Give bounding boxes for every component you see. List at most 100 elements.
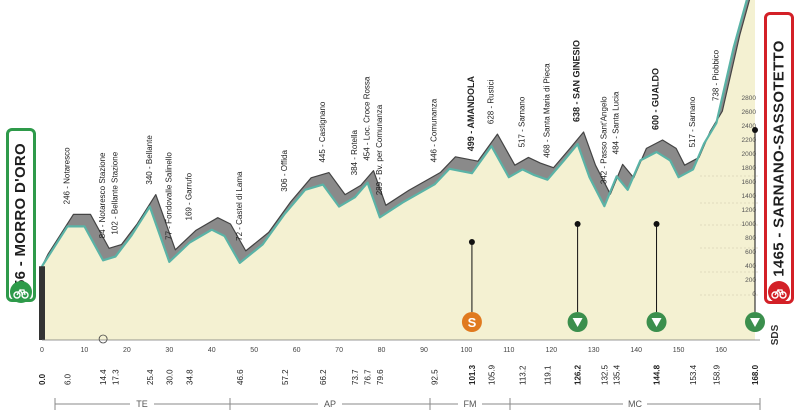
- start-label: 56 - MORRO D'ORO: [12, 142, 30, 288]
- sprint-s-letter: S: [468, 315, 477, 330]
- km-tick-label: 40: [208, 347, 216, 354]
- km-tick-label: 100: [461, 347, 473, 354]
- elevation-tick-label: 200: [745, 277, 756, 284]
- elevation-grid: [700, 175, 758, 296]
- place-label: 246 - Notaresco: [62, 147, 71, 204]
- place-label: 484 - Santa Lucia: [612, 91, 621, 154]
- elevation-tick-label: 1200: [742, 207, 757, 214]
- km-tick-label: 20: [123, 347, 131, 354]
- distance-label: 6.0: [63, 373, 72, 385]
- region-label: TE: [136, 399, 148, 409]
- elevation-tick-label: 600: [745, 249, 756, 256]
- distance-label: 132.5: [600, 364, 609, 385]
- place-labels: 246 - Notaresco 84 - Notaresco Stazione 10…: [62, 40, 720, 241]
- region-label-bg: [318, 397, 342, 409]
- distance-label: 144.8: [653, 364, 662, 385]
- elevation-tick-label: 1400: [742, 193, 757, 200]
- place-label: 517 - Sarnano: [517, 96, 526, 147]
- elevation-tick-label: 2000: [742, 151, 757, 158]
- distance-label: 30.0: [165, 369, 174, 385]
- distance-label: 17.3: [111, 369, 120, 385]
- place-label: 638 - SAN GINESIO: [572, 40, 582, 122]
- finish-label: 1465 - SARNANO-SASSOTETTO: [770, 39, 788, 277]
- place-label: 84 - Notaresco Stazione: [98, 152, 107, 238]
- distance-label: 76.7: [364, 369, 373, 385]
- km-tick-label: 120: [545, 347, 557, 354]
- region-label: FM: [464, 399, 477, 409]
- distance-label: 135.4: [613, 364, 622, 385]
- distance-label: 168.0: [751, 364, 760, 385]
- place-label: 446 - Comunanza: [430, 98, 439, 162]
- distance-label: 14.4: [99, 369, 108, 385]
- elevation-tick-label: 400: [745, 263, 756, 270]
- km-tick-label: 0: [40, 347, 44, 354]
- elevation-tick-label: 2800: [742, 95, 757, 102]
- finish-badge: [768, 281, 790, 303]
- climb-markers: S: [461, 127, 765, 332]
- distance-label: 25.4: [146, 369, 155, 385]
- place-label: 517 - Sarnano: [688, 96, 697, 147]
- elevation-tick-label: 2400: [742, 123, 757, 130]
- region-label-bg: [458, 397, 482, 409]
- marker-dot: [752, 127, 758, 133]
- distance-label: 57.2: [281, 369, 290, 385]
- km-tick-label: 50: [250, 347, 258, 354]
- sds-label: SDS: [770, 324, 781, 345]
- elevation-tick-label: 800: [745, 235, 756, 242]
- profile-fill-layer: [42, 0, 755, 340]
- distance-label: 66.2: [319, 369, 328, 385]
- km-tick-label: 10: [81, 347, 89, 354]
- km-tick-label: 130: [588, 347, 600, 354]
- place-label: 468 - Santa Maria di Pieca: [542, 63, 551, 158]
- region-label-bg: [130, 397, 154, 409]
- marker-dot: [574, 221, 581, 227]
- finish-label-box: 1465 - SARNANO-SASSOTETTO: [764, 12, 794, 304]
- elevation-tick-label: 1600: [742, 179, 757, 186]
- place-label: 340 - Bellante: [145, 135, 154, 185]
- place-label: 445 - Castignano: [318, 101, 327, 162]
- profile-contour: [41, 0, 748, 267]
- km-tick-label: 140: [630, 347, 642, 354]
- place-label: 738 - Piobbico: [711, 49, 720, 101]
- place-label: 600 - GUALDO: [651, 68, 661, 130]
- region-bar: TE AP FM MC: [54, 397, 761, 410]
- place-label: 102 - Bellante Stazione: [110, 151, 119, 234]
- start-label-box: 56 - MORRO D'ORO: [6, 128, 36, 302]
- km-tick-label: 60: [293, 347, 301, 354]
- distance-label: 73.7: [351, 369, 360, 385]
- place-label: 306 - Offida: [280, 150, 289, 192]
- distance-label: 126.2: [574, 364, 583, 385]
- sprint-s-icon: [461, 312, 482, 332]
- km-tick-label: 150: [673, 347, 685, 354]
- km-tick-label: 90: [420, 347, 428, 354]
- km-axis: 0 10 20 30 40 50 60 70 80 90 100 110 120 130 140 150 160: [40, 334, 760, 354]
- gpm-finish-triangle: [750, 318, 760, 327]
- distance-label: 92.5: [431, 369, 440, 385]
- elevation-tick-label: 2200: [742, 137, 757, 144]
- distance-label: 101.3: [468, 364, 477, 385]
- elevation-tick-label: 0: [752, 291, 756, 298]
- elevation-scale: 2800260024002200200018001600140012001000…: [742, 95, 757, 298]
- place-label: 169 - Garrufo: [185, 172, 194, 220]
- start-badge: [10, 281, 32, 303]
- distance-label: 79.6: [376, 369, 385, 385]
- km-tick-label: 80: [378, 347, 386, 354]
- distance-label: 113.2: [518, 365, 527, 385]
- bicycle-icon: [771, 288, 787, 299]
- distance-label: 119.1: [543, 365, 552, 385]
- place-label: 342 - Passo Sant'Angelo: [599, 96, 608, 184]
- region-label: AP: [324, 399, 336, 409]
- feed-zone-icon: [98, 334, 108, 344]
- km-tick-label: 30: [165, 347, 173, 354]
- bicycle-icon: [13, 288, 29, 299]
- place-label: 72 - Castel di Lama: [235, 171, 244, 241]
- distance-label: 0.0: [38, 373, 47, 385]
- place-label: 384 - Rotella: [350, 129, 359, 175]
- distance-label: 153.4: [689, 364, 698, 385]
- gpm-triangle: [572, 318, 583, 327]
- km-tick-label: 110: [503, 347, 514, 354]
- place-label: 77 - Fondovalle Salinello: [164, 152, 173, 240]
- km-tick-label: 70: [335, 347, 343, 354]
- distance-label: 158.9: [712, 364, 721, 385]
